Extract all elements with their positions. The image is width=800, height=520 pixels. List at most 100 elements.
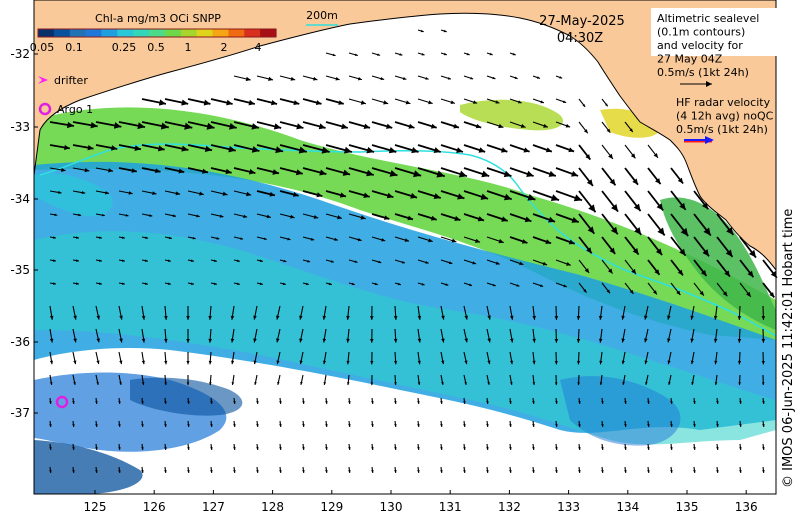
velocity-arrowhead [141, 447, 144, 450]
velocity-arrowhead [325, 401, 328, 404]
velocity-arrowhead [49, 424, 52, 427]
velocity-arrowhead [58, 190, 62, 194]
velocity-arrowhead [66, 121, 74, 129]
velocity-arrowhead [634, 227, 642, 235]
velocity-arrowhead [466, 52, 470, 56]
velocity-arrowhead [464, 360, 468, 365]
velocity-arrowhead [318, 123, 326, 130]
velocity-arrowhead [321, 146, 330, 154]
velocity-arrowhead [363, 123, 371, 130]
velocity-arrowhead [310, 237, 315, 241]
colorbar-tick-label: 0.05 [30, 41, 55, 54]
velocity-arrowhead [394, 424, 397, 427]
velocity-arrowhead [402, 76, 407, 80]
colorbar-swatch [38, 29, 55, 37]
velocity-arrowhead [229, 122, 237, 130]
velocity-arrowhead [259, 259, 263, 263]
velocity-arrowhead [554, 316, 559, 320]
velocity-arrowhead [716, 470, 719, 473]
velocity-arrowhead [587, 226, 595, 234]
velocity-arrowhead [700, 270, 707, 276]
velocity-arrowhead [325, 470, 328, 473]
velocity-arrowhead [389, 170, 398, 177]
velocity-arrowhead [181, 99, 189, 106]
velocity-arrowhead [428, 238, 433, 243]
velocity-arrowhead [632, 248, 639, 255]
velocity-arrowhead [571, 170, 579, 177]
longitude-tick-label: 126 [143, 500, 166, 514]
velocity-arrowhead [629, 289, 634, 294]
velocity-arrowhead [521, 239, 528, 244]
velocity-arrowhead [394, 470, 397, 473]
velocity-arrowhead [555, 424, 558, 427]
velocity-arrowhead [199, 191, 204, 196]
velocity-arrowhead [108, 168, 114, 173]
velocity-arrowhead [509, 470, 512, 473]
latitude-tick-label: -34 [10, 192, 30, 206]
velocity-arrowhead [526, 170, 534, 177]
velocity-arrowhead [357, 76, 362, 81]
velocity-arrowhead [383, 100, 389, 105]
velocity-arrowhead [601, 424, 604, 427]
chlorophyll-layer [34, 99, 776, 494]
velocity-arrowhead [245, 76, 251, 82]
velocity-arrowhead [339, 192, 347, 198]
velocity-arrowhead [384, 215, 390, 220]
velocity-arrowhead [543, 123, 548, 128]
velocity-arrowhead [645, 381, 648, 385]
velocity-arrowhead [388, 146, 397, 154]
velocity-arrowhead [584, 268, 590, 273]
velocity-arrowhead [450, 100, 455, 105]
velocity-arrowhead [670, 470, 673, 473]
velocity-arrowhead [236, 282, 240, 286]
velocity-arrowhead [473, 100, 478, 104]
velocity-arrowhead [248, 99, 255, 106]
velocity-arrowhead [277, 381, 280, 385]
velocity-arrowhead [96, 315, 100, 320]
velocity-arrowhead [172, 214, 176, 218]
velocity-arrows [49, 29, 778, 474]
velocity-arrowhead [480, 193, 489, 200]
velocity-arrowhead [164, 447, 167, 450]
velocity-arrowhead [631, 268, 637, 275]
velocity-arrowhead [175, 191, 181, 196]
velocity-arrowhead [457, 193, 465, 200]
velocity-arrowhead [95, 401, 98, 404]
velocity-arrowhead [417, 315, 422, 320]
velocity-arrowhead [203, 99, 211, 106]
velocity-arrowhead [501, 147, 508, 153]
velocity-arrowhead [746, 291, 751, 297]
velocity-arrowhead [187, 447, 190, 450]
velocity-arrowhead [417, 424, 420, 427]
velocity-arrowhead [141, 360, 145, 365]
velocity-arrowhead [495, 100, 500, 104]
velocity-arrowhead [555, 447, 558, 450]
velocity-arrowhead [346, 338, 350, 343]
velocity-arrowhead [676, 290, 681, 296]
map-frame [33, 0, 777, 495]
velocity-arrowhead [509, 360, 514, 365]
velocity-arrowhead [725, 249, 733, 257]
velocity-arrowhead [78, 213, 82, 217]
velocity-arrowhead [276, 338, 280, 343]
velocity-arrowhead [290, 214, 295, 219]
velocity-arrowhead [610, 226, 618, 235]
velocity-arrowhead [186, 382, 190, 386]
velocity-arrowhead [222, 191, 228, 196]
velocity-arrowhead [548, 216, 556, 223]
velocity-arrowhead [81, 190, 86, 195]
velocity-arrowhead [463, 401, 466, 404]
velocity-arrowhead [656, 203, 664, 211]
velocity-arrowhead [394, 401, 397, 404]
velocity-arrowhead [578, 447, 581, 450]
argo-float-marker [55, 395, 69, 409]
velocity-arrowhead [141, 401, 144, 404]
argo-legend-label: Argo 1 [57, 103, 93, 116]
velocity-arrowhead [667, 315, 671, 320]
velocity-arrowhead [269, 191, 275, 197]
velocity-arrowhead [540, 100, 544, 104]
velocity-arrowhead [121, 282, 125, 285]
velocity-arrowhead [408, 123, 415, 129]
velocity-arrowhead [208, 315, 212, 320]
velocity-arrowhead [680, 227, 689, 237]
